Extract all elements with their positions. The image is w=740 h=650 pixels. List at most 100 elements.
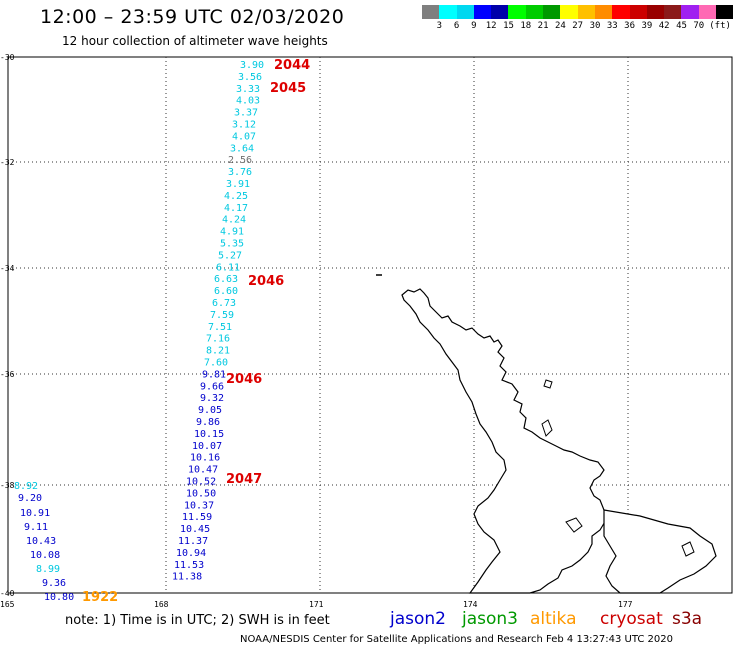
- satellite-s3a-label: s3a: [672, 609, 703, 629]
- legend-label: 36: [624, 21, 636, 31]
- latitude-label: -36: [0, 370, 15, 379]
- latitude-label: -30: [0, 53, 15, 62]
- island: [541, 419, 553, 437]
- map-frame: [7, 56, 733, 594]
- legend-label: 45: [676, 21, 687, 31]
- swh-value-west: 8.99: [36, 564, 60, 575]
- legend-swatch: [646, 5, 665, 19]
- swh-value-east: 4.25: [224, 191, 248, 202]
- swh-value-west: 10.43: [26, 536, 56, 547]
- color-scale-labels: 3 6 9 12 15 18 21 24 27 30 33 36 39 42 45 70 (ft): [422, 21, 740, 35]
- swh-value-east: 11.37: [178, 536, 208, 547]
- swh-value-east: 10.37: [184, 500, 214, 511]
- legend-label: 33: [606, 21, 618, 31]
- legend-swatch: [473, 5, 492, 19]
- swh-value-east: 7.16: [206, 334, 230, 345]
- legend-label: 27: [572, 21, 584, 31]
- swh-value-west: 10.80: [44, 592, 74, 603]
- legend-label: 30: [589, 21, 601, 31]
- legend-label: 6: [453, 21, 460, 31]
- pass-time-label: 2045: [270, 81, 306, 96]
- legend-swatch: [629, 5, 647, 19]
- east-cape-coastline: [603, 509, 717, 594]
- swh-value-east: 9.86: [196, 417, 220, 428]
- swh-value-west: 9.11: [24, 522, 48, 533]
- satellite-altika-label: altika: [530, 609, 577, 629]
- swh-value-west: 9.20: [18, 493, 42, 504]
- page-title: 12:00 – 23:59 UTC 02/03/2020: [40, 6, 345, 28]
- swh-value-east: 8.21: [206, 346, 230, 357]
- legend-swatch: [716, 5, 734, 19]
- legend-label: 3: [436, 21, 443, 31]
- legend-label: 12: [485, 21, 497, 31]
- island: [681, 541, 695, 557]
- swh-value-east: 4.07: [232, 131, 256, 142]
- swh-value-east: 9.32: [200, 393, 224, 404]
- swh-value-east: 11.59: [182, 512, 212, 523]
- swh-value-east: 10.15: [194, 429, 224, 440]
- swh-value-east: 2.56: [228, 155, 252, 166]
- legend-label: 42: [658, 21, 670, 31]
- page-subtitle: 12 hour collection of altimeter wave hei…: [62, 34, 328, 48]
- swh-value-west: 9.36: [42, 578, 66, 589]
- swh-value-east: 3.91: [226, 179, 250, 190]
- swh-value-east: 9.81: [202, 369, 226, 380]
- pass-time-label: 2046: [248, 274, 284, 289]
- swh-value-west: 10.91: [20, 508, 50, 519]
- longitude-label: 174: [463, 600, 478, 609]
- swh-value-east: 4.91: [220, 227, 244, 238]
- swh-value-east: 3.76: [228, 167, 252, 178]
- legend-swatch: [560, 5, 578, 19]
- longitude-label: 171: [309, 600, 324, 609]
- legend-label: 21: [537, 21, 549, 31]
- longitude-label: 165: [0, 600, 15, 609]
- north-island-coastline: [401, 288, 607, 594]
- legend-label: 15: [503, 21, 514, 31]
- legend-swatch: [612, 5, 630, 19]
- satellite-jason2-label: jason2: [390, 609, 446, 629]
- legend-swatch: [491, 5, 509, 19]
- swh-value-east: 7.59: [210, 310, 234, 321]
- swh-value-east: 10.50: [186, 488, 216, 499]
- swh-value-east: 9.66: [200, 381, 224, 392]
- legend-swatch: [681, 5, 699, 19]
- swh-value-east: 3.64: [230, 143, 254, 154]
- latitude-label: -38: [0, 481, 15, 490]
- swh-value-east: 7.60: [204, 358, 228, 369]
- swh-value-east: 6.11: [216, 262, 240, 273]
- swh-value-west: 10.08: [30, 550, 60, 561]
- legend-swatch: [664, 5, 682, 19]
- legend-swatch: [594, 5, 613, 19]
- legend-label: 24: [554, 21, 566, 31]
- legend-swatch: [456, 5, 474, 19]
- swh-value-east: 10.07: [192, 441, 222, 452]
- legend-label: (ft): [709, 21, 731, 31]
- latitude-label: -34: [0, 264, 15, 273]
- swh-value-east: 5.27: [218, 250, 242, 261]
- pass-time-label: 2046: [226, 372, 262, 387]
- legend-label: 18: [520, 21, 532, 31]
- swh-value-west: 8.92: [14, 481, 38, 492]
- legend-swatch: [508, 5, 526, 19]
- legend-swatch: [577, 5, 595, 19]
- swh-value-east: 3.90: [240, 60, 264, 71]
- swh-value-east: 10.45: [180, 524, 210, 535]
- longitude-label: 177: [618, 600, 633, 609]
- pass-time-label: 2047: [226, 472, 262, 487]
- satellite-cryosat-label: cryosat: [600, 609, 663, 629]
- credit-line: NOAA/NESDIS Center for Satellite Applica…: [240, 634, 673, 645]
- swh-value-east: 4.03: [236, 96, 260, 107]
- color-scale-legend: [422, 5, 734, 19]
- swh-value-east: 6.73: [212, 298, 236, 309]
- satellite-jason3-label: jason3: [462, 609, 518, 629]
- swh-value-east: 10.16: [190, 453, 220, 464]
- legend-label: 9: [471, 21, 477, 31]
- swh-value-east: 3.37: [234, 108, 258, 119]
- legend-swatch: [439, 5, 457, 19]
- swh-value-east: 11.38: [172, 572, 202, 583]
- swh-value-east: 5.35: [220, 239, 244, 250]
- swh-value-east: 3.56: [238, 72, 262, 83]
- legend-swatch: [543, 5, 561, 19]
